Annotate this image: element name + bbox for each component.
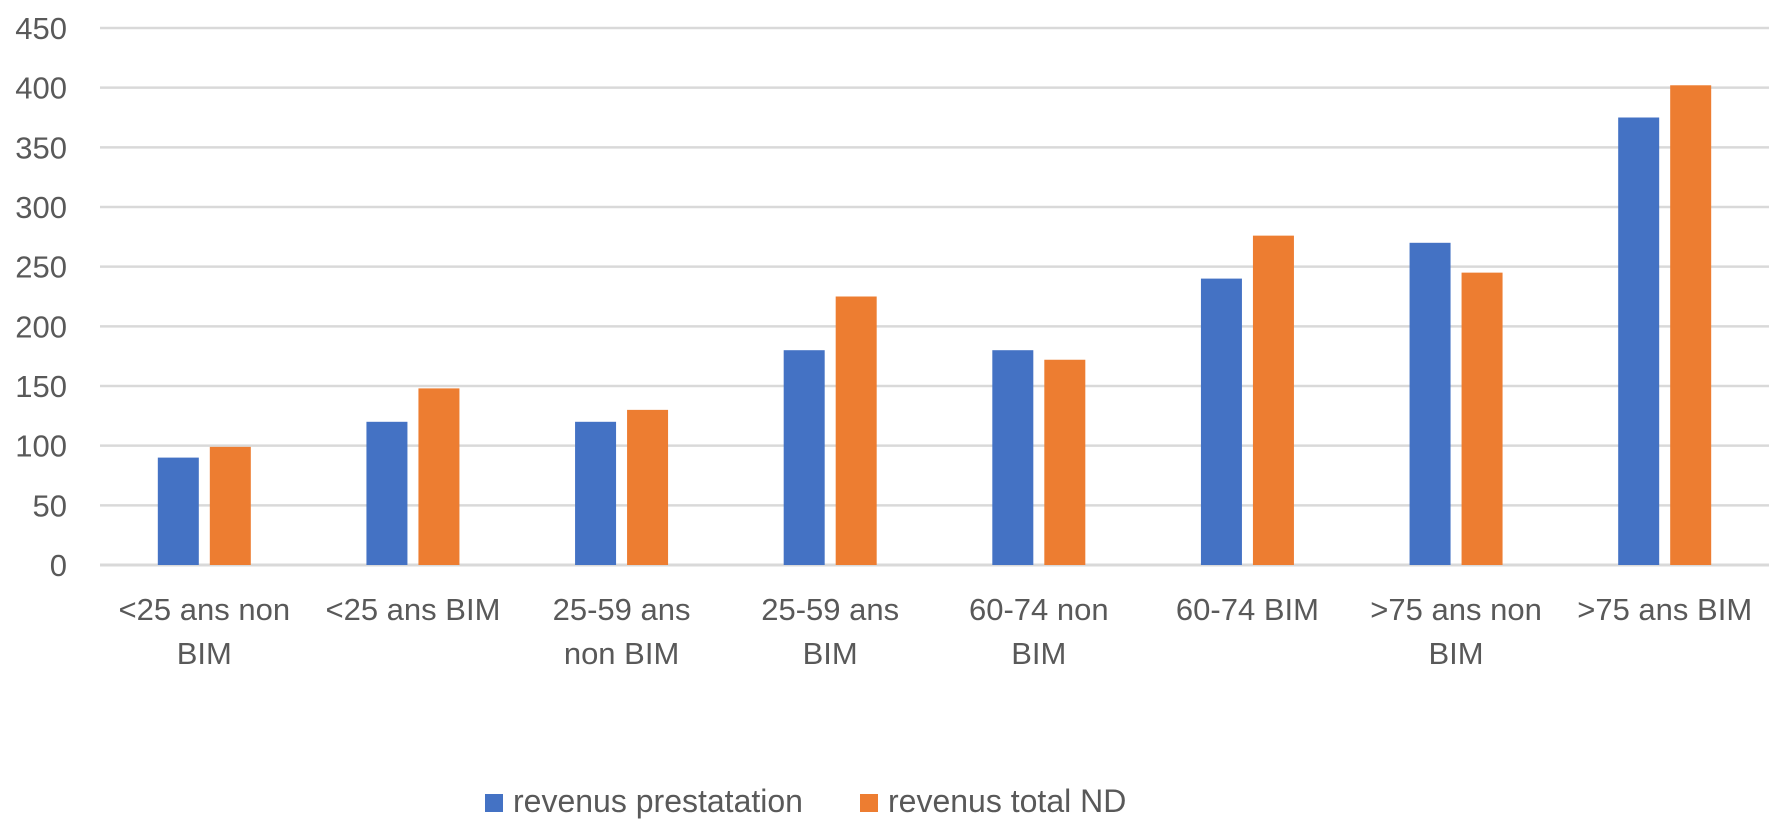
bar-revenus-total-nd <box>627 409 669 565</box>
x-tick-label-line: <25 ans non <box>119 592 291 627</box>
bar-revenus-total-nd <box>1461 272 1503 565</box>
y-tick-label: 100 <box>15 429 67 464</box>
legend: revenus prestatation revenus total ND <box>485 783 1126 819</box>
bar-revenus-total-nd <box>835 296 877 565</box>
x-tick-label: <25 ans non BIM <box>119 592 291 671</box>
x-tick-label-line: BIM <box>177 636 232 671</box>
x-tick-label: 25-59 ans non BIM <box>553 592 691 671</box>
bar-revenus-prestatation <box>366 421 408 565</box>
legend-label: revenus prestatation <box>513 783 803 819</box>
bar-revenus-total-nd <box>1044 359 1086 565</box>
x-tick-label-line: non BIM <box>564 636 679 671</box>
x-tick-label: 60-74 non BIM <box>969 592 1109 671</box>
y-tick-label: 200 <box>15 309 67 344</box>
bar-revenus-prestatation <box>575 421 617 565</box>
bar-revenus-total-nd <box>1252 235 1294 565</box>
x-tick-label-line: >75 ans BIM <box>1577 592 1752 627</box>
y-tick-label: 250 <box>15 250 67 285</box>
x-tick-label-line: <25 ans BIM <box>325 592 500 627</box>
x-tick-label: >75 ans BIM <box>1577 592 1752 627</box>
y-tick-label: 450 <box>15 11 67 46</box>
x-tick-label: >75 ans non BIM <box>1370 592 1542 671</box>
x-tick-label-line: 60-74 non <box>969 592 1109 627</box>
x-tick-label-line: 25-59 ans <box>553 592 691 627</box>
y-axis-ticks: 0 50 100 150 200 250 300 350 400 450 <box>15 11 67 583</box>
x-tick-label-line: 25-59 ans <box>761 592 899 627</box>
x-tick-label-line: BIM <box>803 636 858 671</box>
x-tick-label: 60-74 BIM <box>1176 592 1319 627</box>
bar-revenus-prestatation <box>1409 242 1451 566</box>
x-axis: <25 ans non BIM <25 ans BIM 25-59 ans non BI… <box>119 592 1753 671</box>
legend-label: revenus total ND <box>888 783 1126 819</box>
x-tick-label-line: 60-74 BIM <box>1176 592 1319 627</box>
bar-revenus-prestatation <box>783 350 825 565</box>
legend-swatch <box>860 794 878 812</box>
x-tick-label-line: BIM <box>1011 636 1066 671</box>
x-tick-label-line: >75 ans non <box>1370 592 1542 627</box>
bar-revenus-total-nd <box>418 388 460 565</box>
gridlines <box>100 26 1769 567</box>
bar-revenus-prestatation <box>1618 117 1660 565</box>
y-tick-label: 0 <box>50 548 67 583</box>
y-tick-label: 350 <box>15 130 67 165</box>
bar-revenus-prestatation <box>1200 278 1242 565</box>
y-tick-label: 50 <box>33 488 67 523</box>
bar-revenus-prestatation <box>157 457 199 565</box>
y-tick-label: 300 <box>15 190 67 225</box>
y-tick-label: 150 <box>15 369 67 404</box>
bar-revenus-total-nd <box>1670 85 1712 565</box>
x-tick-label: 25-59 ans BIM <box>761 592 899 671</box>
y-tick-label: 400 <box>15 71 67 106</box>
x-tick-label-line: BIM <box>1429 636 1484 671</box>
bar-revenus-total-nd <box>209 446 251 565</box>
bar-revenus-prestatation <box>992 350 1034 565</box>
bars <box>157 85 1712 566</box>
legend-swatch <box>485 794 503 812</box>
x-tick-label: <25 ans BIM <box>325 592 500 627</box>
